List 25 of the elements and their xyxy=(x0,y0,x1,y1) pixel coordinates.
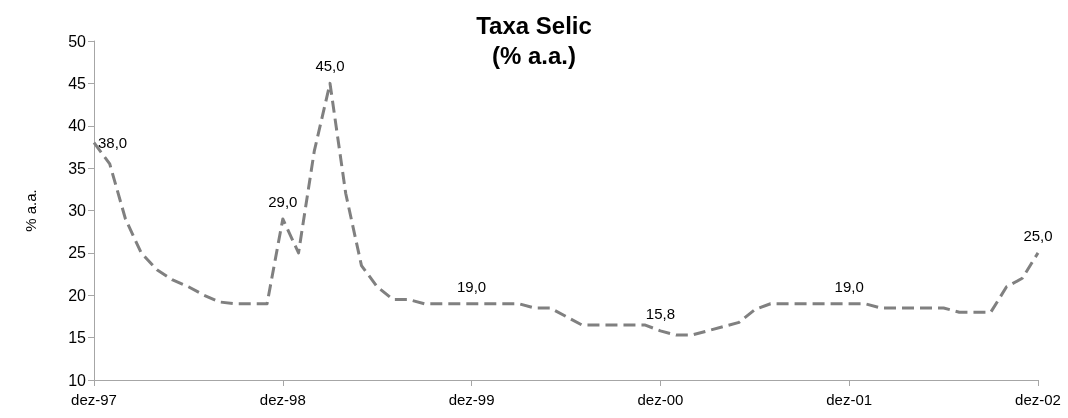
y-tick-label: 50 xyxy=(68,32,87,50)
x-tick-label: dez-02 xyxy=(1015,391,1061,408)
x-tick-label: dez-00 xyxy=(637,391,684,408)
data-label: 25,0 xyxy=(1023,226,1053,244)
chart-title: Taxa Selic xyxy=(476,11,592,39)
data-label: 45,0 xyxy=(315,57,345,75)
x-tick-label: dez-01 xyxy=(826,391,873,408)
chart-subtitle: (% a.a.) xyxy=(491,41,577,69)
data-label: 29,0 xyxy=(268,192,298,210)
data-label: 15,8 xyxy=(645,304,675,322)
y-tick-label: 40 xyxy=(68,117,87,135)
data-label: 19,0 xyxy=(834,277,864,295)
y-tick-label: 45 xyxy=(68,74,87,92)
data-label: 38,0 xyxy=(98,134,128,152)
data-label: 19,0 xyxy=(457,277,487,295)
x-tick-label: dez-99 xyxy=(448,391,495,408)
y-tick-label: 35 xyxy=(68,159,87,177)
y-tick-label: 10 xyxy=(68,371,87,389)
y-tick-label: 15 xyxy=(68,329,87,347)
x-tick-label: dez-97 xyxy=(71,391,117,408)
y-tick-label: 25 xyxy=(68,244,87,262)
y-tick-label: 30 xyxy=(68,202,87,219)
x-tick-label: dez-98 xyxy=(259,391,306,408)
y-axis-title: % a.a. xyxy=(22,189,39,232)
y-tick-label: 20 xyxy=(68,286,87,304)
